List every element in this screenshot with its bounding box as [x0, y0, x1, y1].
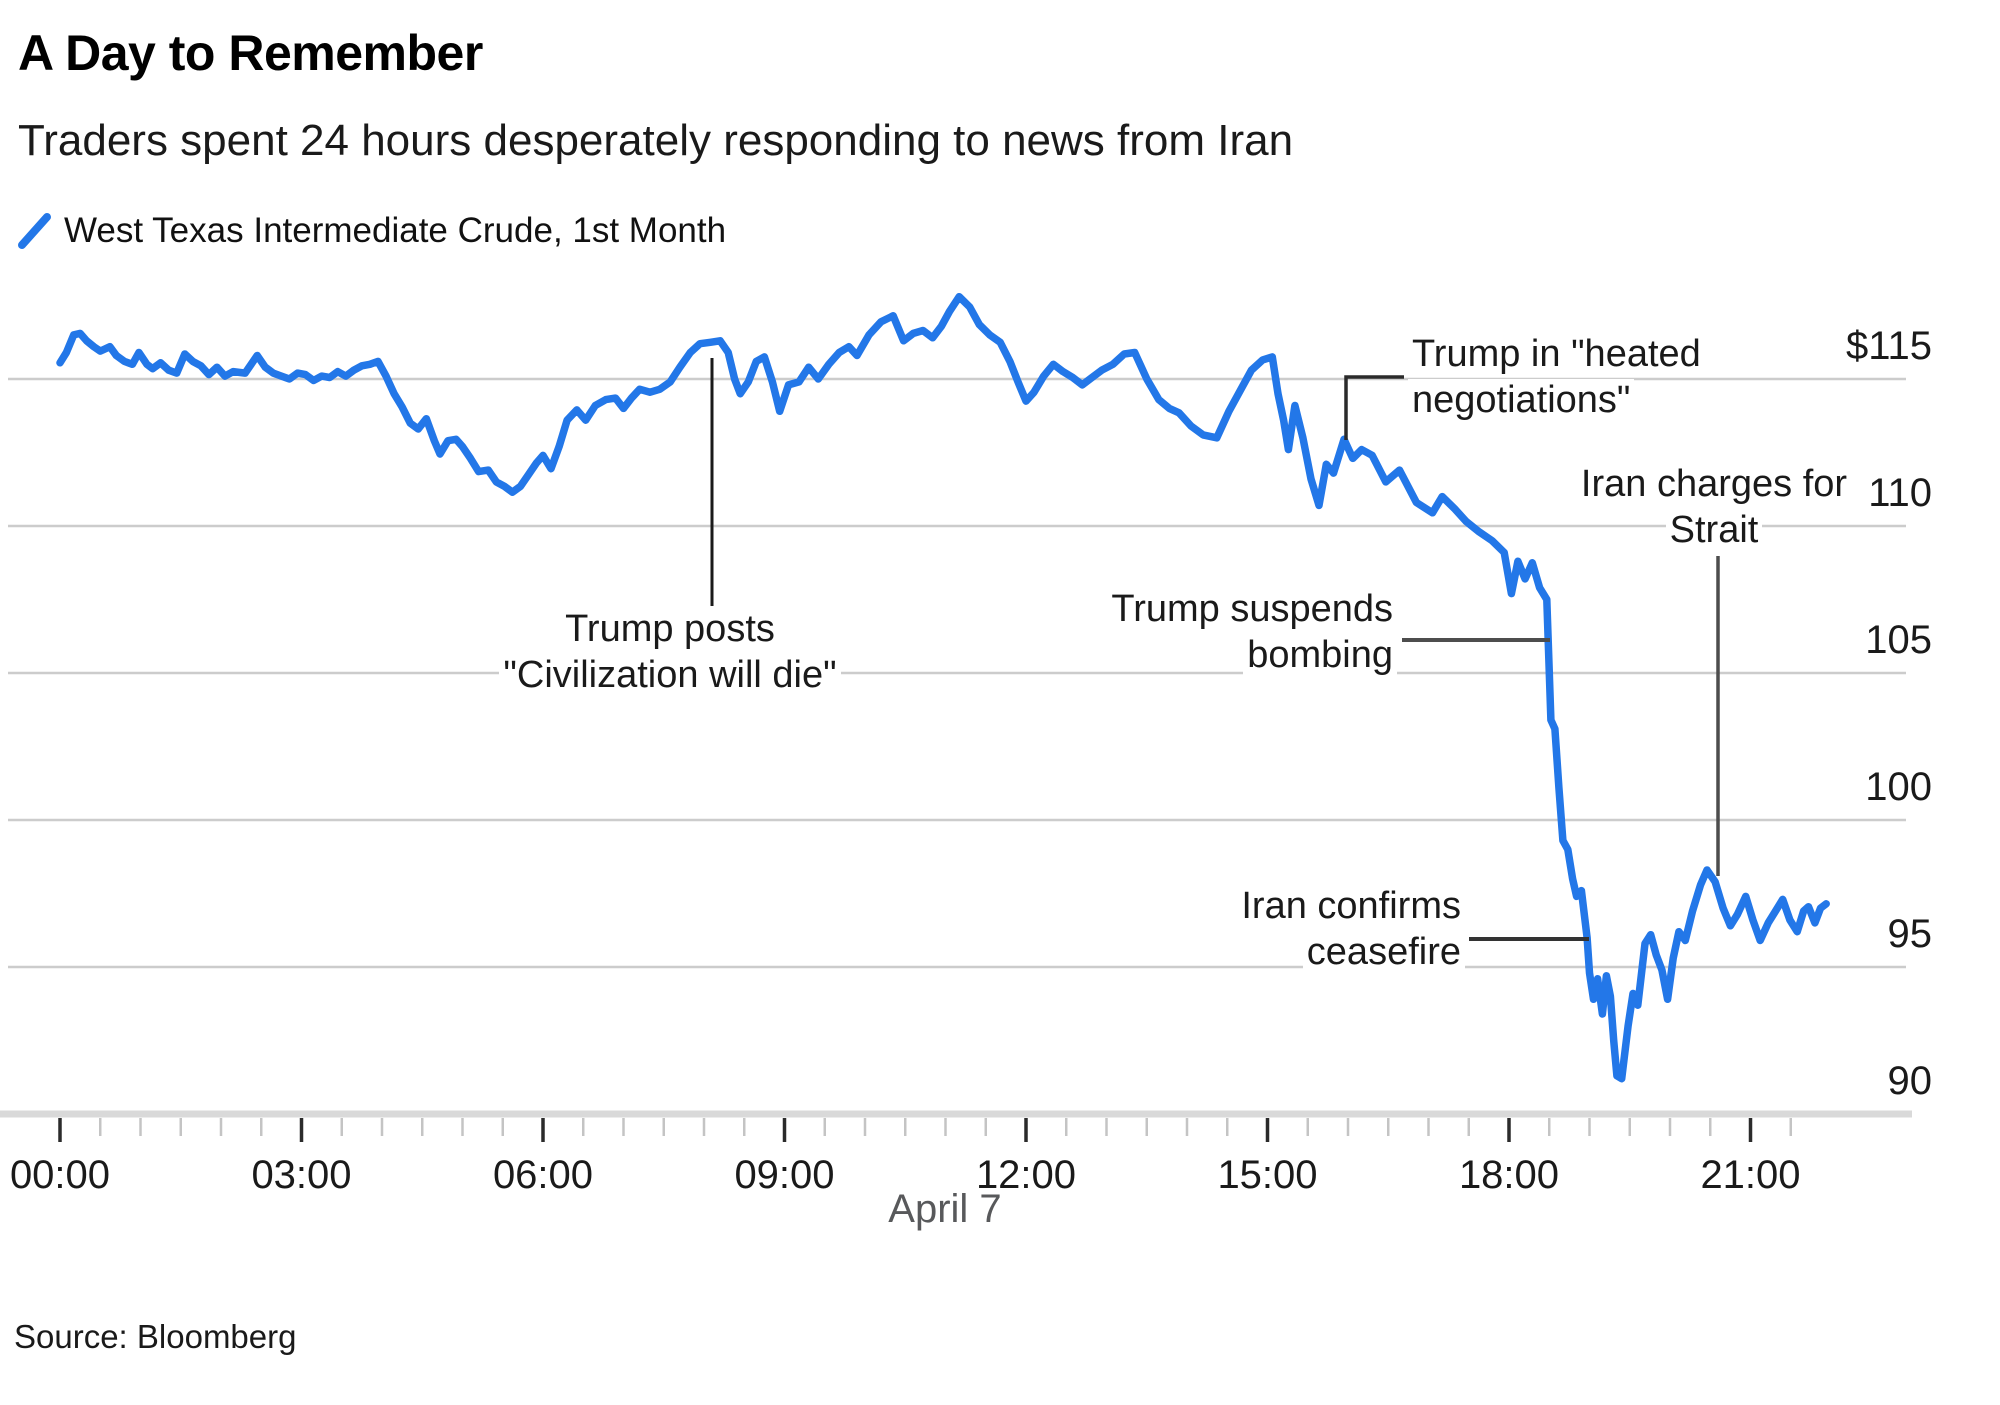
annotation-trump-posts: Trump posts "Civilization will die"	[420, 606, 920, 698]
legend: West Texas Intermediate Crude, 1st Month	[16, 208, 726, 254]
annotation-suspends-bombing: Trump suspends bombing	[1000, 586, 1397, 678]
source-credit: Source: Bloomberg	[14, 1318, 297, 1355]
annotation-line: Trump in "heated	[1408, 333, 1705, 375]
annotation-confirms-ceasefire: Iran confirms ceasefire	[1100, 883, 1465, 975]
annotation-line: "Civilization will die"	[499, 654, 841, 696]
annotation-line: Trump suspends	[1107, 588, 1397, 630]
page-subtitle: Traders spent 24 hours desperately respo…	[18, 116, 1294, 165]
y-axis-tick-label: 95	[1888, 912, 1933, 956]
y-axis-tick-label: 90	[1888, 1059, 1933, 1103]
annotation-line: Strait	[1665, 509, 1763, 551]
x-axis-tick-label: 15:00	[1217, 1153, 1317, 1197]
y-axis-tick-label: 105	[1865, 618, 1932, 662]
y-axis-tick-label: 100	[1865, 765, 1932, 809]
annotation-line: Iran charges for	[1576, 463, 1852, 505]
annotation-line: bombing	[1243, 634, 1397, 676]
annotation-line: Trump posts	[561, 608, 779, 650]
page-title: A Day to Remember	[18, 25, 483, 81]
x-axis-title: April 7	[888, 1187, 1001, 1231]
x-axis-tick-label: 12:00	[976, 1153, 1076, 1197]
legend-label: West Texas Intermediate Crude, 1st Month	[64, 211, 727, 250]
legend-line-swatch-icon	[18, 213, 51, 249]
annotation-line: negotiations"	[1408, 379, 1635, 421]
annotation-line: ceasefire	[1302, 931, 1465, 973]
x-axis-tick-label: 09:00	[734, 1153, 834, 1197]
x-axis-tick-label: 03:00	[251, 1153, 351, 1197]
y-axis-tick-label: $115	[1846, 324, 1932, 368]
x-axis-tick-label: 06:00	[493, 1153, 593, 1197]
x-axis-tick-label: 21:00	[1700, 1153, 1800, 1197]
annotation-heated-negotiations: Trump in "heated negotiations"	[1408, 331, 1838, 423]
x-axis-tick-label: 18:00	[1459, 1153, 1559, 1197]
annotation-connector-heated-negotiations	[1344, 375, 1404, 440]
annotation-charges-strait: Iran charges for Strait	[1514, 461, 1914, 553]
annotation-line: Iran confirms	[1237, 885, 1465, 927]
x-axis-tick-label: 00:00	[10, 1153, 110, 1197]
